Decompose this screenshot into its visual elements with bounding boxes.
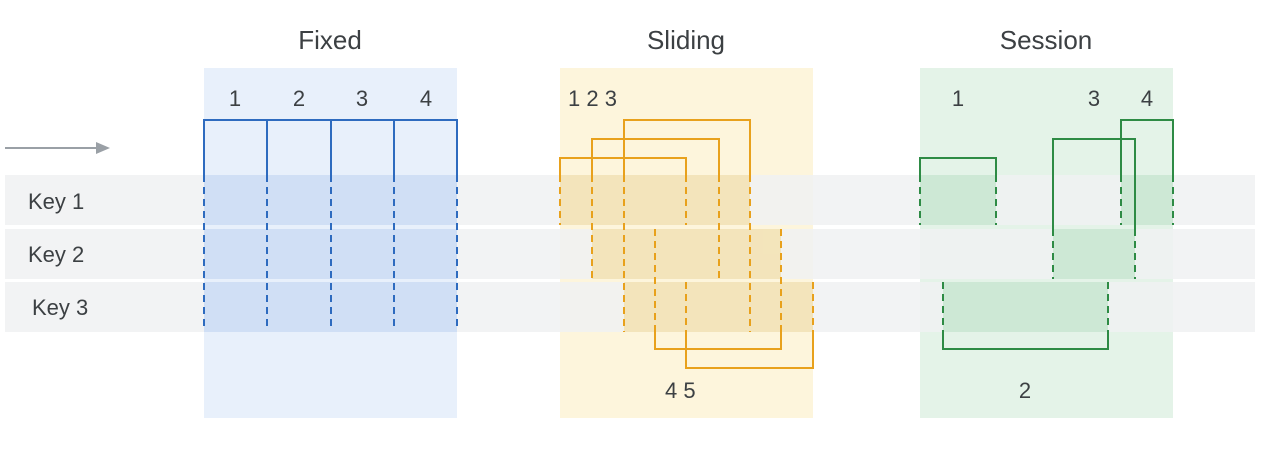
fixed-window-number-1: 1: [229, 86, 241, 111]
sliding-windows: [559, 119, 814, 369]
sliding-window-numbers-top: 1 2 3: [568, 86, 617, 111]
fixed-window-number-4: 4: [420, 86, 432, 111]
fixed-title: Fixed: [298, 25, 362, 55]
session-window-number-1: 1: [952, 86, 964, 111]
sliding-dashed-lines: [559, 175, 814, 332]
key-label-2: Key 2: [28, 242, 84, 267]
fixed-dashed-lines: [203, 175, 458, 330]
session-windows: [919, 119, 1174, 350]
session-dashed-lines: [919, 175, 1174, 332]
session-title: Session: [1000, 25, 1093, 55]
key-label-3: Key 3: [32, 295, 88, 320]
session-window-number-2: 2: [1019, 378, 1031, 403]
sliding-window-numbers-bottom: 4 5: [665, 378, 696, 403]
arrow-right-icon: [5, 142, 110, 154]
fixed-window-number-3: 3: [356, 86, 368, 111]
session-fills: [920, 175, 1173, 332]
fixed-window-number-2: 2: [293, 86, 305, 111]
key-label-1: Key 1: [28, 189, 84, 214]
sliding-title: Sliding: [647, 25, 725, 55]
session-window-number-3: 3: [1088, 86, 1100, 111]
session-window-number-4: 4: [1141, 86, 1153, 111]
fixed-windows: [203, 119, 458, 175]
fixed-fills: [204, 175, 457, 332]
